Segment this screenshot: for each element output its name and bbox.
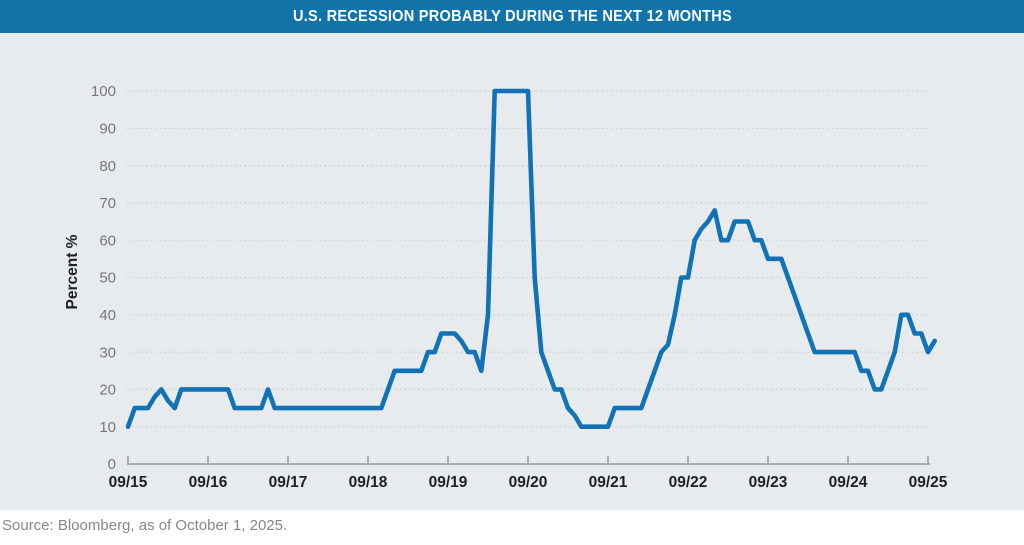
y-tick-label-20: 20 [99, 382, 116, 399]
y-tick-label-50: 50 [99, 270, 116, 287]
x-tick-label-09-18: 09/18 [349, 474, 388, 491]
y-tick-label-70: 70 [99, 195, 116, 212]
chart-title: U.S. RECESSION PROBABLY DURING THE NEXT … [292, 7, 732, 25]
y-tick-label-30: 30 [99, 344, 116, 361]
y-tick-label-90: 90 [99, 121, 116, 138]
y-tick-label-0: 0 [108, 456, 116, 473]
x-axis [127, 456, 930, 465]
chart-panel: 0 10 20 30 40 50 60 70 80 90 100 09/15 09/16 09/17 09… [0, 33, 1024, 510]
y-tick-label-100: 100 [91, 83, 116, 100]
x-axis-tick-labels: 09/15 09/16 09/17 09/18 09/19 09/20 09/21 09/22… [109, 474, 948, 491]
series-line-recession-probability [125, 88, 937, 429]
x-tick-label-09-19: 09/19 [429, 474, 468, 491]
source-text: Source: Bloomberg, as of October 1, 2025… [2, 517, 288, 534]
y-tick-label-40: 40 [99, 307, 116, 324]
x-tick-label-09-21: 09/21 [589, 474, 628, 491]
x-tick-label-09-24: 09/24 [829, 474, 868, 491]
y-tick-label-80: 80 [99, 158, 116, 175]
chart-title-bar: U.S. RECESSION PROBABLY DURING THE NEXT … [0, 0, 1024, 33]
x-tick-label-09-23: 09/23 [749, 474, 788, 491]
x-tick-label-09-15: 09/15 [109, 474, 148, 491]
y-axis-title: Percent % [64, 234, 81, 309]
x-tick-label-09-20: 09/20 [509, 474, 548, 491]
x-tick-label-09-17: 09/17 [269, 474, 308, 491]
source-footer: Source: Bloomberg, as of October 1, 2025… [0, 510, 1024, 545]
x-tick-label-09-22: 09/22 [669, 474, 708, 491]
y-axis-tick-labels: 0 10 20 30 40 50 60 70 80 90 100 [91, 83, 116, 473]
y-tick-label-10: 10 [99, 419, 116, 436]
x-tick-label-09-25: 09/25 [909, 474, 948, 491]
x-tick-label-09-16: 09/16 [189, 474, 228, 491]
y-tick-label-60: 60 [99, 232, 116, 249]
